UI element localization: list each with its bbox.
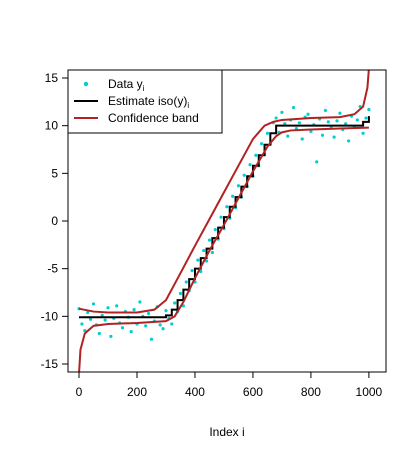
data-point [97,331,101,336]
data-point [80,322,84,326]
data-point [115,304,119,308]
data-point [344,122,348,126]
data-point [291,105,296,110]
data-point [146,311,151,316]
data-point [309,129,313,133]
data-point [132,308,136,312]
y-tick-label: -5 [47,262,58,276]
data-point [320,133,325,137]
data-point [338,111,342,115]
x-tick-label: 1000 [356,385,383,399]
data-point [300,137,304,141]
data-point [161,327,165,331]
data-point [361,131,365,135]
data-point [213,227,217,232]
data-point [89,317,93,321]
data-point [280,110,284,114]
data-point [106,306,110,310]
data-point [231,194,235,198]
data-point [170,322,174,326]
y-tick-label: 15 [45,71,59,85]
data-point [184,280,188,284]
legend-symbol [83,81,89,87]
data-point [86,310,90,315]
y-tick-label: -15 [41,357,59,371]
plot-area [77,70,371,372]
data-point [210,250,214,255]
legend-label: Confidence band [108,111,199,125]
plot-frame [67,69,387,373]
data-point [103,318,107,322]
data-point [364,116,368,120]
y-tick-label: 5 [51,166,58,180]
data-point [225,205,229,209]
x-tick-label: 200 [127,385,147,399]
data-point [158,323,162,327]
data-point [254,153,258,157]
legend-subscript: i [187,101,189,110]
data-point [138,300,142,304]
x-tick-label: 600 [243,385,263,399]
data-point [297,121,301,125]
data-point [265,131,270,135]
data-point [164,309,168,313]
legend-name: Data y [108,77,143,91]
data-point [367,107,371,112]
data-point [332,135,336,139]
data-point [335,119,339,123]
data-point [242,173,246,177]
legend-subscript: i [143,84,145,93]
data-point [219,215,223,219]
y-tick-label: 0 [51,214,58,228]
y-tick-label: -10 [41,309,59,323]
data-point [173,301,177,305]
data-point [196,258,200,262]
band-line [78,70,370,314]
data-point [286,134,290,138]
x-tick-label: 0 [76,385,83,399]
data-point [326,120,330,124]
legend-label: Estimate iso(y)i [108,94,189,110]
data-point [248,163,252,167]
data-point [315,160,319,164]
data-point [260,142,264,146]
data-point [190,268,194,273]
data-point [100,313,104,317]
band-line [78,126,369,372]
x-axis-label: Index i [209,425,244,439]
data-point [83,329,87,333]
data-point [129,329,133,334]
data-point [306,112,310,116]
data-point [178,291,183,296]
data-point [274,116,278,120]
data-point [323,108,328,113]
data-point [144,324,148,328]
legend-name: Confidence band [108,111,199,125]
data-point [109,334,113,338]
data-point [347,139,351,143]
data-point [236,184,241,188]
legend-name: Estimate iso(y) [108,94,187,108]
data-point [355,118,359,122]
data-point [283,122,287,126]
data-point [204,259,209,263]
data-point [149,337,154,341]
data-point [202,248,206,253]
data-point [120,326,125,330]
x-tick-label: 800 [301,385,321,399]
data-point [91,302,96,306]
data-point [207,238,212,242]
x-tick-label: 400 [185,385,205,399]
legend-label: Data yi [108,77,145,93]
y-tick-label: 10 [45,119,59,133]
